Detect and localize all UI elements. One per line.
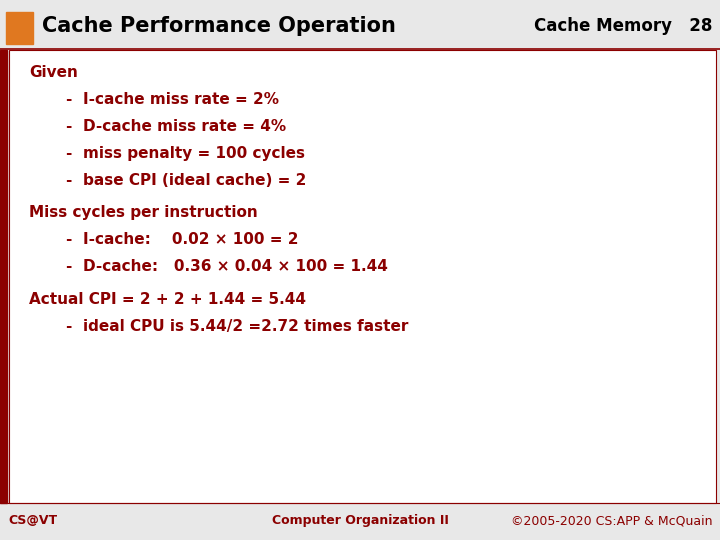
Text: D-cache:   0.36 × 0.04 × 100 = 1.44: D-cache: 0.36 × 0.04 × 100 = 1.44 bbox=[83, 259, 387, 274]
Text: -: - bbox=[65, 232, 71, 247]
Text: ideal CPU is 5.44/2 =2.72 times faster: ideal CPU is 5.44/2 =2.72 times faster bbox=[83, 319, 408, 334]
Text: -: - bbox=[65, 173, 71, 188]
Text: Given: Given bbox=[29, 65, 78, 80]
Bar bbox=[0, 50, 7, 503]
Text: D-cache miss rate = 4%: D-cache miss rate = 4% bbox=[83, 119, 286, 134]
Text: -: - bbox=[65, 259, 71, 274]
Text: I-cache miss rate = 2%: I-cache miss rate = 2% bbox=[83, 92, 279, 107]
Bar bbox=[9, 50, 716, 503]
Text: miss penalty = 100 cycles: miss penalty = 100 cycles bbox=[83, 146, 305, 161]
Text: Cache Performance Operation: Cache Performance Operation bbox=[42, 16, 395, 37]
Text: -: - bbox=[65, 319, 71, 334]
Text: Actual CPI = 2 + 2 + 1.44 = 5.44: Actual CPI = 2 + 2 + 1.44 = 5.44 bbox=[29, 292, 306, 307]
Text: Cache Memory   28: Cache Memory 28 bbox=[534, 17, 713, 36]
Text: -: - bbox=[65, 119, 71, 134]
Text: CS@VT: CS@VT bbox=[9, 514, 58, 527]
Text: -: - bbox=[65, 146, 71, 161]
Text: Miss cycles per instruction: Miss cycles per instruction bbox=[29, 205, 258, 220]
Text: Computer Organization II: Computer Organization II bbox=[271, 514, 449, 527]
Text: base CPI (ideal cache) = 2: base CPI (ideal cache) = 2 bbox=[83, 173, 306, 188]
Text: I-cache:    0.02 × 100 = 2: I-cache: 0.02 × 100 = 2 bbox=[83, 232, 298, 247]
Bar bbox=[6, 12, 33, 44]
Text: ©2005-2020 CS:APP & McQuain: ©2005-2020 CS:APP & McQuain bbox=[511, 514, 713, 527]
Text: -: - bbox=[65, 92, 71, 107]
